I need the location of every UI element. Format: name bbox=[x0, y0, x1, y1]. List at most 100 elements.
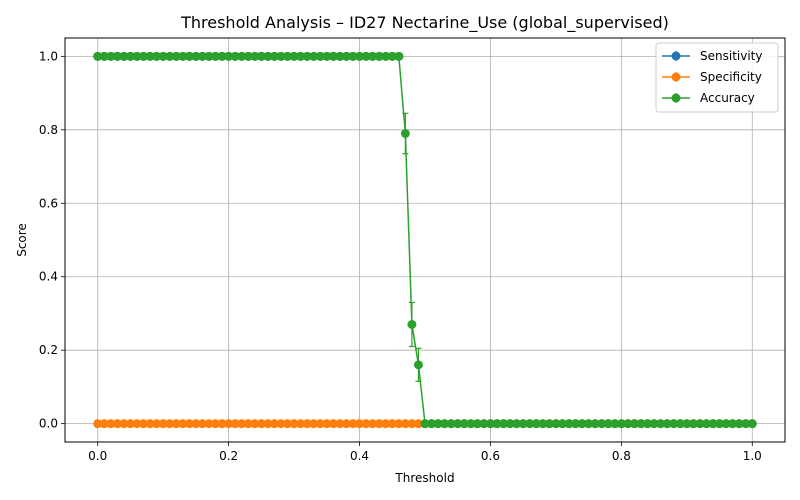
data-point bbox=[413, 419, 423, 429]
data-point bbox=[119, 51, 129, 61]
data-point bbox=[466, 419, 476, 429]
data-point bbox=[413, 360, 423, 370]
data-point bbox=[610, 419, 620, 429]
chart-title: Threshold Analysis – ID27 Nectarine_Use … bbox=[180, 13, 669, 33]
data-point bbox=[355, 51, 365, 61]
data-point bbox=[250, 419, 260, 429]
data-point bbox=[165, 51, 175, 61]
y-tick-label: 0.4 bbox=[39, 270, 58, 284]
legend-label-sensitivity: Sensitivity bbox=[700, 49, 762, 63]
y-tick-label: 1.0 bbox=[39, 49, 58, 63]
data-point bbox=[145, 419, 155, 429]
data-point bbox=[269, 419, 279, 429]
data-point bbox=[643, 419, 653, 429]
data-point bbox=[132, 51, 142, 61]
data-point bbox=[204, 51, 214, 61]
legend-item-accuracy: Accuracy bbox=[662, 91, 755, 105]
data-point bbox=[237, 419, 247, 429]
data-point bbox=[387, 51, 397, 61]
data-point bbox=[296, 419, 306, 429]
data-point bbox=[230, 419, 240, 429]
data-point bbox=[368, 419, 378, 429]
data-point bbox=[139, 51, 149, 61]
data-point bbox=[427, 419, 437, 429]
data-point bbox=[119, 419, 129, 429]
data-point bbox=[256, 51, 266, 61]
x-axis-label: Threshold bbox=[394, 471, 454, 485]
data-point bbox=[551, 419, 561, 429]
data-point bbox=[93, 51, 103, 61]
data-point bbox=[125, 51, 135, 61]
y-tick-label: 0.2 bbox=[39, 343, 58, 357]
data-point bbox=[597, 419, 607, 429]
data-point bbox=[197, 419, 207, 429]
data-point bbox=[590, 419, 600, 429]
data-point bbox=[289, 419, 299, 429]
data-point bbox=[368, 51, 378, 61]
data-point bbox=[649, 419, 659, 429]
data-point bbox=[217, 419, 227, 429]
data-point bbox=[400, 128, 410, 138]
x-tick-label: 0.2 bbox=[219, 449, 238, 463]
data-point bbox=[171, 51, 181, 61]
data-point bbox=[728, 419, 738, 429]
data-point bbox=[341, 419, 351, 429]
data-point bbox=[184, 51, 194, 61]
data-point bbox=[361, 419, 371, 429]
data-point bbox=[459, 419, 469, 429]
data-point bbox=[721, 419, 731, 429]
data-point bbox=[256, 419, 266, 429]
data-point bbox=[263, 419, 273, 429]
x-tick-label: 0.4 bbox=[350, 449, 369, 463]
data-point bbox=[656, 419, 666, 429]
data-point bbox=[243, 51, 253, 61]
data-point bbox=[178, 419, 188, 429]
legend-marker-accuracy bbox=[671, 93, 681, 103]
data-point bbox=[283, 419, 293, 429]
data-point bbox=[571, 419, 581, 429]
data-point bbox=[636, 419, 646, 429]
data-point bbox=[577, 419, 587, 429]
data-point bbox=[381, 419, 391, 429]
data-point bbox=[276, 51, 286, 61]
x-tick-label: 0.8 bbox=[612, 449, 631, 463]
data-point bbox=[361, 51, 371, 61]
legend-marker-specificity bbox=[671, 72, 681, 82]
data-point bbox=[400, 419, 410, 429]
legend-marker-sensitivity bbox=[671, 51, 681, 61]
data-point bbox=[472, 419, 482, 429]
data-point bbox=[623, 419, 633, 429]
data-point bbox=[531, 419, 541, 429]
data-point bbox=[518, 419, 528, 429]
data-point bbox=[197, 51, 207, 61]
data-point bbox=[407, 419, 417, 429]
data-point bbox=[211, 419, 221, 429]
data-point bbox=[381, 51, 391, 61]
data-point bbox=[701, 419, 711, 429]
data-point bbox=[132, 419, 142, 429]
data-point bbox=[492, 419, 502, 429]
data-point bbox=[544, 419, 554, 429]
data-point bbox=[178, 51, 188, 61]
series-layer bbox=[93, 51, 757, 429]
data-point bbox=[289, 51, 299, 61]
data-point bbox=[374, 419, 384, 429]
data-point bbox=[328, 419, 338, 429]
data-point bbox=[387, 419, 397, 429]
y-axis-label: Score bbox=[15, 223, 29, 257]
data-point bbox=[348, 419, 358, 429]
data-point bbox=[662, 419, 672, 429]
data-point bbox=[237, 51, 247, 61]
legend: Sensitivity Specificity Accuracy bbox=[655, 42, 779, 113]
data-point bbox=[446, 419, 456, 429]
data-point bbox=[152, 419, 162, 429]
data-point bbox=[106, 419, 116, 429]
data-point bbox=[112, 51, 122, 61]
data-point bbox=[747, 419, 757, 429]
data-point bbox=[263, 51, 273, 61]
x-tick-label: 0.6 bbox=[481, 449, 500, 463]
data-point bbox=[302, 51, 312, 61]
data-point bbox=[139, 419, 149, 429]
data-point bbox=[99, 419, 109, 429]
